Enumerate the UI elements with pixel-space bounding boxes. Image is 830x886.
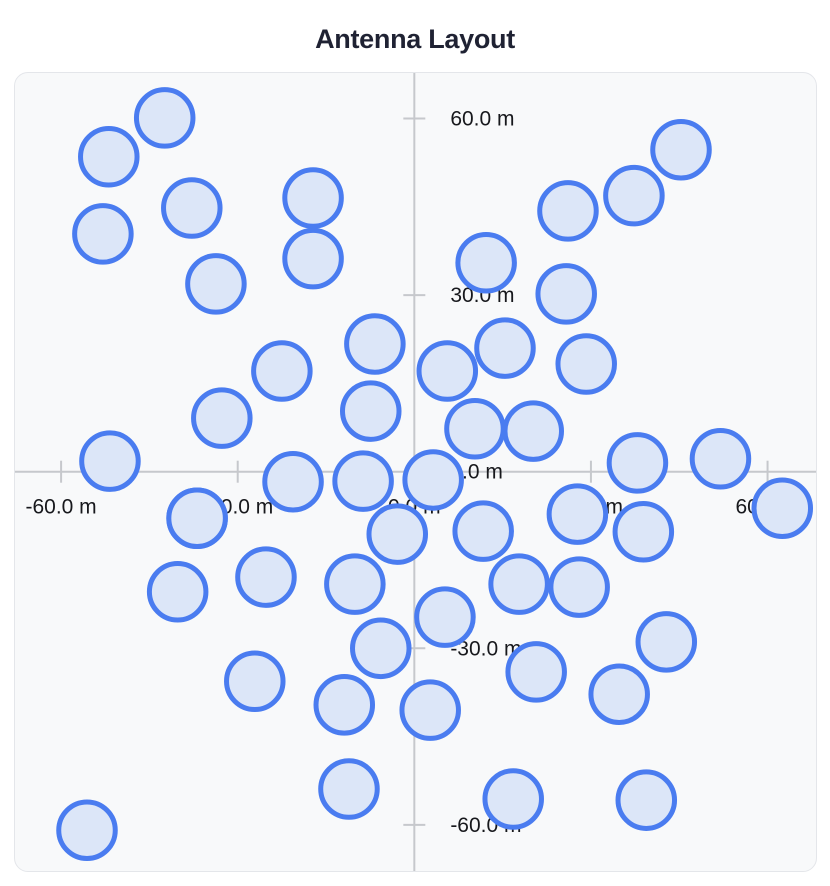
antenna-marker <box>165 486 228 549</box>
antenna-marker <box>649 118 712 180</box>
antenna-marker <box>751 476 813 539</box>
x-axis-tick-label: -60.0 m <box>25 495 96 518</box>
antenna-marker <box>317 757 380 820</box>
antenna-marker <box>615 768 677 831</box>
antenna-marker <box>323 552 386 615</box>
antenna-marker <box>184 252 247 315</box>
antenna-marker <box>365 502 428 565</box>
antenna-marker <box>78 429 141 492</box>
antenna-points-layer <box>55 86 813 861</box>
plot-svg: -60.0 m-30.0 m0.0 m30.0 m60.0 m60.0 m30.… <box>15 73 816 871</box>
antenna-marker <box>223 650 286 712</box>
antenna-marker <box>77 125 140 188</box>
antenna-marker <box>281 227 344 289</box>
antenna-marker <box>234 545 297 608</box>
antenna-marker <box>250 339 313 402</box>
antenna-marker <box>606 431 668 494</box>
antenna-marker <box>689 427 751 490</box>
antenna-marker <box>261 450 324 512</box>
antenna-marker <box>481 767 544 830</box>
antenna-marker <box>281 166 344 229</box>
antenna-marker <box>546 482 608 545</box>
y-axis-tick-label: -30.0 m <box>450 637 521 660</box>
chart-title: Antenna Layout <box>315 24 515 54</box>
antenna-marker <box>313 673 375 736</box>
antenna-marker <box>349 617 412 679</box>
antenna-marker <box>339 379 402 442</box>
antenna-marker <box>536 179 599 242</box>
antenna-marker <box>398 678 461 741</box>
antenna-marker <box>454 231 517 293</box>
antenna-marker <box>612 500 674 563</box>
antenna-marker <box>343 312 406 375</box>
antenna-marker <box>554 332 617 395</box>
antenna-marker <box>504 640 567 703</box>
y-axis-tick-label: 60.0 m <box>450 107 514 130</box>
antenna-marker <box>401 448 464 511</box>
antenna-marker <box>602 164 665 226</box>
antenna-marker <box>416 339 478 402</box>
antenna-marker <box>473 316 536 379</box>
antenna-marker <box>146 560 208 623</box>
antenna-marker <box>443 397 506 459</box>
antenna-marker <box>133 86 195 149</box>
antenna-marker <box>534 262 597 325</box>
antenna-marker <box>587 662 650 725</box>
antenna-marker <box>71 202 134 265</box>
antenna-marker <box>160 176 223 239</box>
antenna-marker <box>331 449 394 512</box>
antenna-marker <box>451 499 514 562</box>
antenna-marker <box>547 555 610 618</box>
antenna-marker <box>635 610 697 673</box>
antenna-marker <box>501 399 564 462</box>
plot-panel: -60.0 m-30.0 m0.0 m30.0 m60.0 m60.0 m30.… <box>14 72 817 872</box>
antenna-marker <box>487 552 550 615</box>
antenna-marker <box>55 798 118 861</box>
antenna-marker <box>190 386 253 449</box>
antenna-marker <box>413 585 476 648</box>
